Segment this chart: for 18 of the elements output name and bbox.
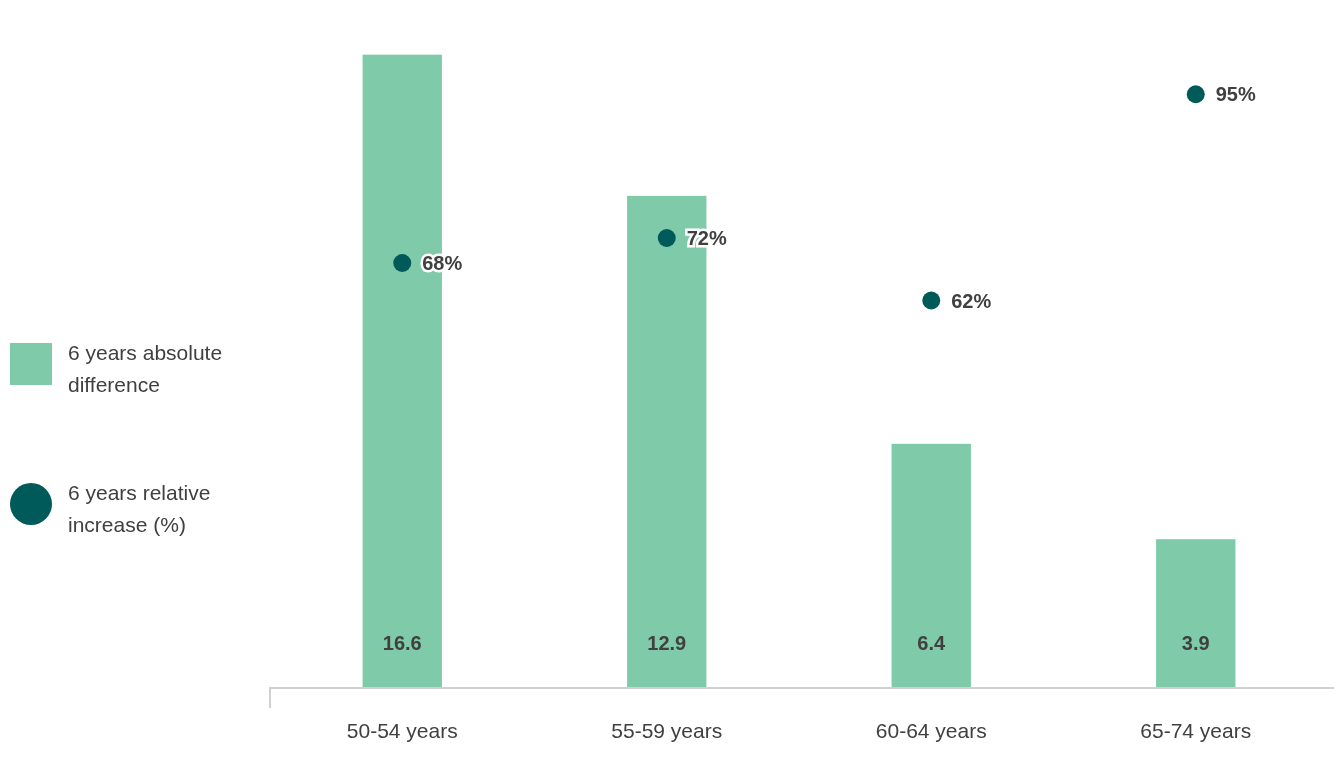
data-label: 3.9: [1181, 632, 1210, 654]
point: [1186, 85, 1205, 104]
data-label: 6.4: [917, 632, 947, 654]
point: [393, 254, 412, 272]
point: [922, 291, 941, 310]
data-label: 12.9: [647, 632, 687, 654]
x-tick-label: 60-64 years: [875, 719, 987, 742]
legend-label: 6 years relative increase (%): [68, 481, 211, 536]
x-tick-label: 65-74 years: [1140, 719, 1252, 742]
data-label: 95%: [1215, 83, 1256, 106]
bar: [891, 443, 971, 688]
legend-label: 6 years absolute difference: [68, 341, 223, 396]
bar: [1156, 539, 1236, 688]
x-tick-label: 50-54 years: [346, 719, 458, 742]
data-label: 62%: [951, 289, 992, 312]
x-tick-label: 55-59 years: [611, 719, 723, 742]
point: [657, 229, 676, 247]
data-label: 16.6: [382, 632, 422, 654]
